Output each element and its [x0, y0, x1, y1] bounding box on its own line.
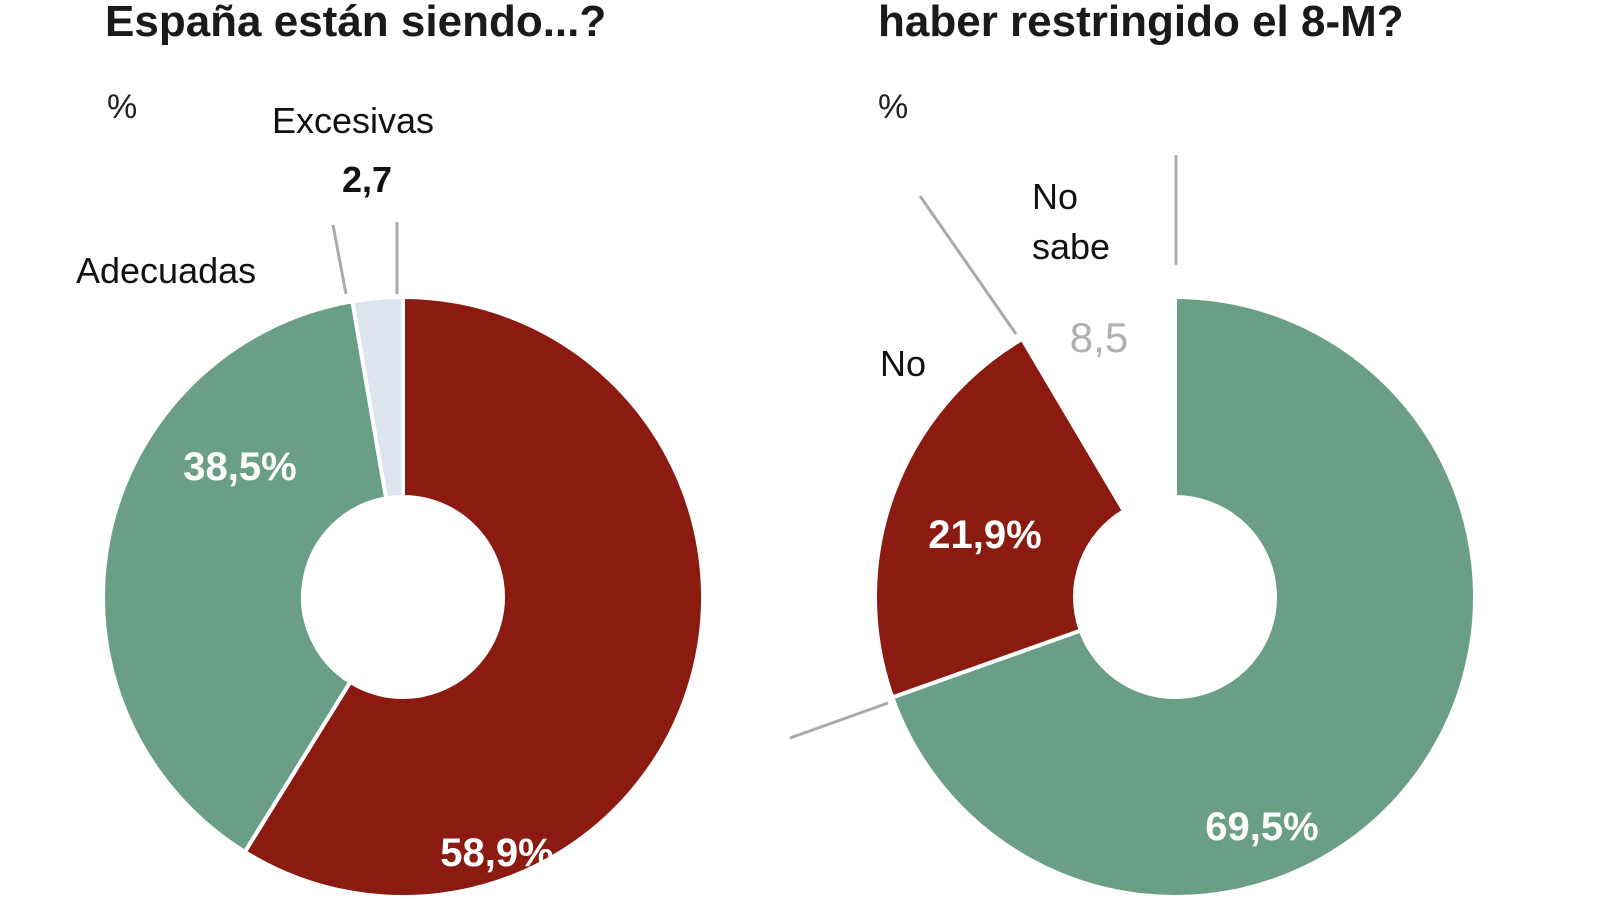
label-adecuadas: Adecuadas — [76, 250, 256, 291]
leader-line — [331, 224, 348, 295]
value-no-sabe: 8,5 — [1070, 314, 1128, 361]
value-excesivas: 2,7 — [342, 159, 392, 200]
chart1-title: España están siendo...? — [105, 0, 606, 46]
value-red-slice: 58,9% — [440, 831, 553, 875]
value-green-slice: 69,5% — [1205, 805, 1318, 849]
donut-slice-1 — [101, 298, 389, 855]
donut-slice-2 — [1019, 294, 1177, 514]
label-excesivas: Excesivas — [272, 100, 434, 141]
donut-slice-0 — [242, 294, 705, 899]
donut-slice-0 — [889, 294, 1477, 899]
value-no: 21,9% — [928, 513, 1041, 557]
leader-line — [789, 701, 889, 740]
leader-line — [918, 195, 1018, 335]
chart1-unit: % — [107, 88, 137, 126]
label-no-sabe: No sabe — [1032, 176, 1111, 267]
label-no: No — [880, 343, 926, 384]
chart2-title: haber restringido el 8-M? — [878, 0, 1404, 46]
donut-slice-2 — [350, 294, 405, 501]
donut-slice-1 — [873, 336, 1127, 700]
chart2-unit: % — [878, 88, 908, 126]
value-adecuadas: 38,5% — [183, 445, 296, 489]
